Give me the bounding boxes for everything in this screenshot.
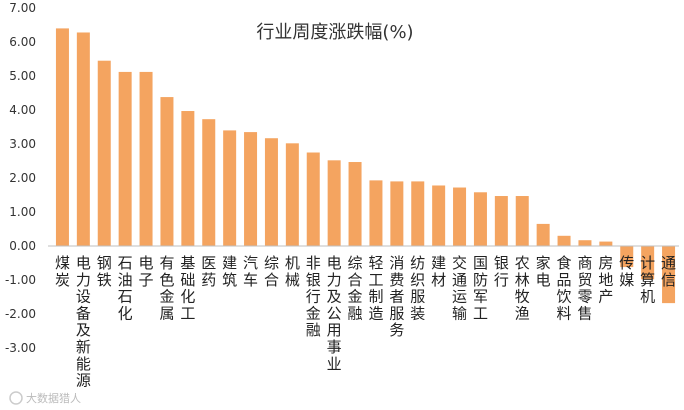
bar — [515, 196, 529, 246]
category-label: 房地产 — [598, 254, 613, 306]
category-label: 电力及公用事业 — [327, 254, 342, 373]
bar — [599, 241, 613, 246]
bar — [348, 162, 362, 246]
y-tick-label: 0.00 — [9, 239, 36, 253]
category-label: 汽车 — [243, 254, 258, 289]
y-tick-label: 6.00 — [9, 35, 36, 49]
bar — [327, 160, 341, 246]
bar — [473, 192, 487, 246]
bar — [453, 187, 467, 246]
bar — [160, 97, 174, 246]
y-tick-label: 2.00 — [9, 171, 36, 185]
bar — [285, 143, 299, 246]
y-tick-label: 4.00 — [9, 103, 36, 117]
category-label: 轻工制造 — [368, 254, 383, 322]
bar — [55, 28, 69, 247]
category-label: 农林牧渔 — [515, 254, 530, 322]
category-label: 医药 — [201, 254, 216, 289]
chart-title: 行业周度涨跌幅(%) — [256, 22, 413, 43]
y-tick-label: -1.00 — [5, 273, 36, 287]
category-label: 电子 — [139, 254, 154, 289]
bar — [390, 181, 404, 246]
category-label: 建材 — [431, 254, 446, 289]
category-label: 电力设备及新能源 — [76, 254, 91, 390]
category-label: 交通运输 — [452, 254, 467, 322]
bar — [202, 119, 216, 246]
bar — [662, 246, 676, 304]
category-label: 商贸零售 — [577, 254, 592, 322]
category-label: 传媒 — [619, 254, 634, 289]
bar — [578, 240, 592, 246]
bar — [306, 152, 320, 246]
y-tick-label: 1.00 — [9, 205, 36, 219]
category-label: 家电 — [536, 254, 551, 289]
bar — [432, 185, 446, 246]
y-axis: -3.00 -2.00 -1.00 0.00 1.00 2.00 3.00 4.00 5.00 6… — [5, 1, 36, 355]
category-label: 基础化工 — [180, 254, 195, 322]
y-tick-label: -3.00 — [5, 341, 36, 355]
category-label: 通信 — [661, 254, 676, 289]
bar — [181, 111, 195, 247]
category-labels: 煤炭电力设备及新能源钢铁石油石化电子有色金属基础化工医药建筑汽车综合机械非银行金… — [55, 254, 676, 390]
bars — [55, 28, 676, 304]
y-tick-label: -2.00 — [5, 307, 36, 321]
bar — [139, 71, 153, 246]
category-label: 石油石化 — [118, 254, 133, 322]
bar — [223, 130, 237, 246]
category-label: 计算机 — [640, 254, 655, 306]
category-label: 煤炭 — [55, 254, 70, 289]
watermark: 大数据猎人 — [9, 391, 81, 405]
bar — [369, 180, 383, 246]
category-label: 纺织服装 — [410, 254, 425, 322]
bar — [118, 71, 132, 246]
category-label: 综合金融 — [348, 254, 363, 322]
bar — [641, 246, 655, 280]
bar — [557, 235, 571, 246]
bar — [494, 196, 508, 246]
y-tick-label: 3.00 — [9, 137, 36, 151]
category-label: 非银行金融 — [306, 254, 321, 339]
category-label: 有色金属 — [159, 254, 174, 322]
y-tick-label: 7.00 — [9, 1, 36, 15]
watermark-logo-icon — [9, 391, 23, 405]
bar — [620, 246, 634, 268]
bar — [411, 181, 425, 246]
category-label: 机械 — [285, 254, 300, 289]
category-label: 综合 — [264, 254, 279, 289]
category-label: 消费者服务 — [389, 254, 404, 339]
bar — [536, 223, 550, 246]
category-label: 食品饮料 — [557, 254, 572, 322]
y-tick-label: 5.00 — [9, 69, 36, 83]
bar — [264, 138, 278, 246]
bar — [244, 132, 258, 246]
bar — [76, 32, 90, 247]
category-label: 建筑 — [222, 254, 237, 289]
bar — [97, 60, 111, 247]
category-label: 银行 — [494, 254, 509, 289]
watermark-text: 大数据猎人 — [26, 391, 81, 405]
category-label: 钢铁 — [97, 254, 112, 289]
category-label: 国防军工 — [473, 254, 488, 322]
